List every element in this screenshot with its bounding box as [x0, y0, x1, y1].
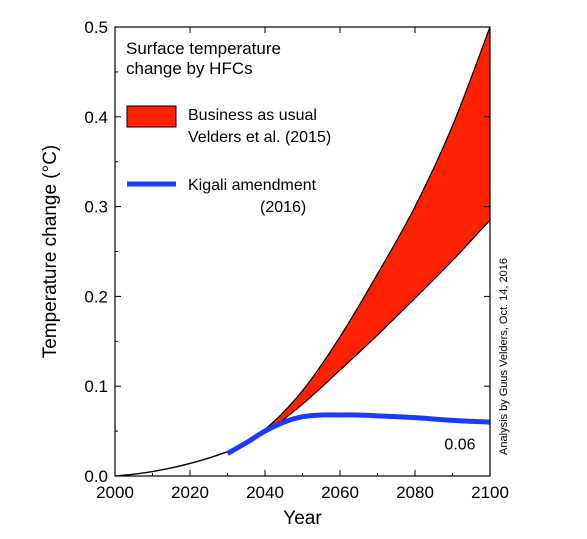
- x-axis: 2000 2020 2040 2060 2080 2100 Year: [96, 27, 509, 529]
- legend-title-line: Surface temperature: [126, 39, 281, 58]
- y-tick-label: 0.5: [84, 18, 108, 37]
- historical-line: [115, 451, 228, 476]
- x-tick-label: 2100: [471, 483, 509, 502]
- x-tick-label: 2060: [321, 483, 359, 502]
- y-tick-label: 0.0: [84, 467, 108, 486]
- y-tick-label: 0.1: [84, 377, 108, 396]
- legend-swatch-bau: [126, 105, 177, 128]
- legend-title-line: change by HFCs: [126, 59, 253, 78]
- y-tick-label: 0.3: [84, 198, 108, 217]
- x-tick-label: 2080: [396, 483, 434, 502]
- x-tick-label: 2040: [246, 483, 284, 502]
- credit-text: Analysis by Guus Velders, Oct. 14, 2016: [498, 258, 510, 455]
- annotation-value: 0.06: [444, 437, 475, 454]
- legend-label-bau: Business as usual: [188, 107, 317, 124]
- annotations: 0.06 Analysis by Guus Velders, Oct. 14, 2…: [444, 258, 510, 455]
- kigali-line: [226, 412, 490, 456]
- legend-label-kigali: Kigali amendment: [188, 177, 317, 194]
- x-axis-title: Year: [283, 508, 322, 529]
- bau-band-upper-edge: [227, 27, 490, 453]
- y-tick-label: 0.4: [84, 108, 108, 127]
- y-tick-label: 0.2: [84, 287, 108, 306]
- x-tick-label: 2000: [96, 483, 134, 502]
- y-axis: 0.0 0.1 0.2 0.3 0.4 0.5 Temperature change (°C…: [40, 18, 490, 486]
- x-tick-label: 2020: [171, 483, 209, 502]
- legend-label-kigali: (2016): [260, 199, 306, 216]
- y-axis-title: Temperature change (°C): [40, 145, 61, 359]
- bau-band-fill: [227, 27, 490, 452]
- legend-label-bau: Velders et al. (2015): [188, 129, 331, 146]
- plot-area: [115, 27, 490, 476]
